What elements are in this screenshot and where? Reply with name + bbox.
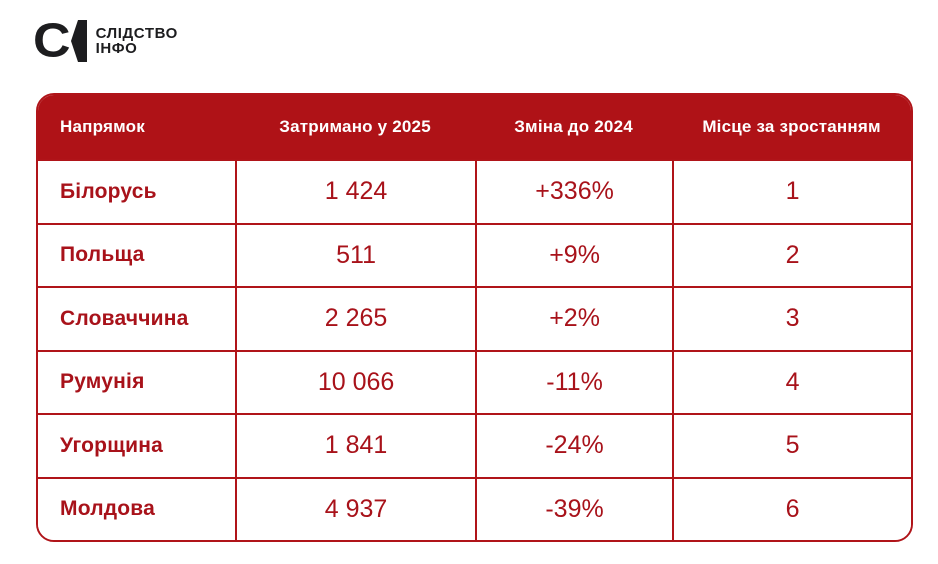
- cell-country: Білорусь: [60, 179, 157, 203]
- cell-change: +2%: [475, 288, 672, 350]
- cell-rank: 6: [672, 478, 911, 540]
- cell-change: -39%: [475, 478, 672, 540]
- column-header-direction: Напрямок: [60, 117, 145, 136]
- column-header-change-2024: Зміна до 2024: [514, 117, 633, 136]
- cell-country: Угорщина: [60, 433, 163, 457]
- cell-rank: 2: [672, 224, 911, 286]
- logo-wordmark-line2: ІНФО: [95, 40, 138, 57]
- cell-detained: 511: [235, 224, 475, 286]
- cell-detained: 10 066: [235, 351, 475, 413]
- table-row-moldova: Молдова 4 937 -39% 6: [38, 476, 911, 540]
- cell-change: +336%: [475, 161, 672, 223]
- table-row-slovakia: Словаччина 2 265 +2% 3: [38, 286, 911, 350]
- table-header-row: Напрямок Затримано у 2025 Зміна до 2024 …: [38, 95, 911, 159]
- cell-country: Польща: [60, 243, 145, 267]
- cell-rank: 5: [672, 415, 911, 477]
- logo-wordmark-line1: СЛІДСТВО: [95, 25, 178, 42]
- cell-change: +9%: [475, 224, 672, 286]
- cell-detained: 1 841: [235, 415, 475, 477]
- slidstvo-info-logo: С СЛІДСТВО ІНФО: [33, 14, 178, 68]
- cell-detained: 4 937: [235, 478, 475, 540]
- logo-i-flag-icon: [70, 20, 87, 62]
- cell-rank: 3: [672, 288, 911, 350]
- column-header-detained-2025: Затримано у 2025: [279, 117, 431, 136]
- column-header-rank-growth: Місце за зростанням: [702, 117, 881, 136]
- cell-rank: 4: [672, 351, 911, 413]
- logo-letter-c: С: [33, 14, 71, 68]
- table-row-belarus: Білорусь 1 424 +336% 1: [38, 159, 911, 223]
- border-crossings-table: Напрямок Затримано у 2025 Зміна до 2024 …: [36, 93, 913, 542]
- cell-country: Молдова: [60, 497, 156, 521]
- logo-mark: С: [33, 14, 87, 68]
- logo-wordmark: СЛІДСТВО ІНФО: [96, 26, 178, 56]
- cell-detained: 1 424: [235, 161, 475, 223]
- cell-rank: 1: [672, 161, 911, 223]
- table-row-poland: Польща 511 +9% 2: [38, 222, 911, 286]
- cell-detained: 2 265: [235, 288, 475, 350]
- cell-change: -24%: [475, 415, 672, 477]
- cell-change: -11%: [475, 351, 672, 413]
- cell-country: Словаччина: [60, 306, 189, 330]
- table-row-romania: Румунія 10 066 -11% 4: [38, 349, 911, 413]
- table-row-hungary: Угорщина 1 841 -24% 5: [38, 413, 911, 477]
- cell-country: Румунія: [60, 370, 145, 394]
